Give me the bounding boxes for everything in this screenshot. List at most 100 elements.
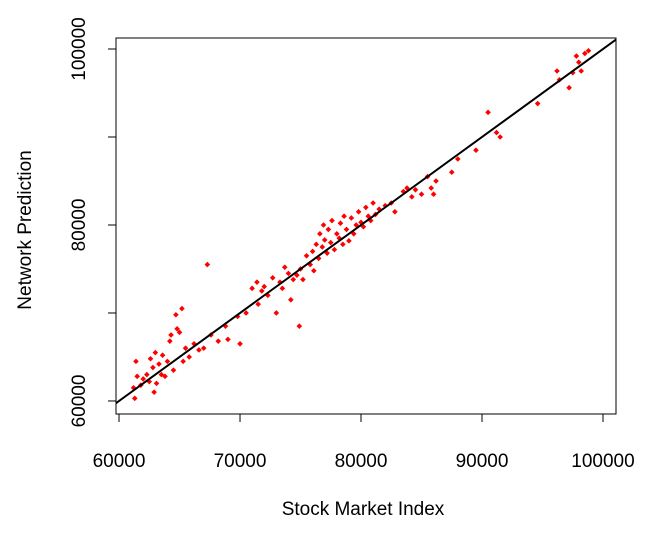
point	[273, 310, 280, 316]
point	[200, 345, 207, 351]
point	[237, 340, 243, 347]
point	[382, 202, 389, 209]
point	[179, 305, 185, 312]
point	[288, 296, 294, 303]
point	[346, 238, 352, 244]
point	[578, 68, 585, 74]
point	[234, 313, 241, 320]
point	[167, 338, 173, 344]
point	[254, 279, 260, 285]
point	[493, 129, 500, 136]
point	[225, 336, 231, 343]
point	[575, 59, 582, 65]
point	[412, 186, 419, 193]
point	[243, 310, 249, 316]
point	[473, 147, 479, 153]
point	[573, 53, 580, 59]
point	[140, 376, 147, 382]
point	[409, 194, 415, 200]
point	[133, 358, 139, 365]
point	[303, 252, 310, 259]
point	[315, 255, 322, 262]
point	[321, 237, 328, 243]
point	[162, 373, 168, 380]
point	[433, 178, 439, 184]
point	[329, 217, 335, 224]
point	[150, 364, 156, 371]
point	[176, 329, 183, 336]
point	[485, 109, 491, 116]
point	[311, 267, 317, 274]
point	[196, 347, 202, 353]
point	[313, 241, 320, 248]
point	[269, 274, 276, 281]
point	[317, 230, 323, 237]
x-axis-label: Stock Market Index	[282, 499, 445, 520]
point	[363, 204, 369, 211]
point	[255, 301, 261, 307]
point	[418, 191, 425, 197]
point	[215, 338, 222, 344]
point	[348, 215, 355, 221]
point	[159, 352, 166, 359]
x-tick-label: 80000	[335, 451, 388, 472]
x-tick-label: 100000	[571, 451, 634, 472]
point	[341, 213, 347, 219]
point	[319, 244, 326, 250]
point	[204, 261, 211, 268]
point	[158, 371, 165, 378]
point	[307, 261, 313, 268]
point	[585, 47, 592, 54]
reference-line	[115, 38, 617, 404]
point	[358, 219, 364, 226]
point	[130, 384, 137, 391]
plot-frame	[115, 37, 617, 415]
x-tick-label: 60000	[93, 451, 146, 472]
point	[168, 332, 174, 338]
point	[296, 323, 303, 329]
point	[455, 156, 461, 162]
point	[174, 326, 180, 332]
point	[360, 223, 367, 230]
point	[325, 226, 332, 233]
point	[249, 285, 255, 292]
point	[300, 276, 306, 283]
point	[582, 50, 588, 57]
point	[534, 100, 541, 107]
y-tick-label: 60000	[69, 375, 90, 428]
point	[131, 395, 138, 402]
point	[146, 378, 153, 385]
point	[290, 276, 297, 283]
point	[497, 134, 503, 140]
point	[258, 288, 265, 294]
point	[173, 311, 179, 318]
point	[448, 169, 455, 175]
point	[279, 285, 286, 292]
x-tick-label: 90000	[456, 451, 509, 472]
point	[265, 292, 271, 299]
point	[334, 230, 340, 237]
point	[320, 222, 327, 228]
point	[331, 246, 338, 253]
point	[153, 380, 160, 387]
y-tick-label: 80000	[69, 199, 90, 252]
point	[156, 361, 162, 367]
point	[428, 185, 434, 191]
point	[277, 279, 283, 285]
point	[340, 241, 346, 248]
point	[309, 248, 316, 255]
point	[430, 191, 437, 197]
point	[152, 349, 159, 356]
point	[566, 84, 572, 91]
point	[144, 371, 150, 378]
point	[324, 250, 330, 256]
point	[337, 220, 344, 227]
point	[554, 68, 560, 74]
point	[134, 373, 140, 380]
point	[186, 354, 193, 360]
point	[182, 345, 189, 351]
y-tick-label: 100000	[69, 17, 90, 80]
point	[343, 226, 350, 233]
point	[151, 389, 157, 395]
